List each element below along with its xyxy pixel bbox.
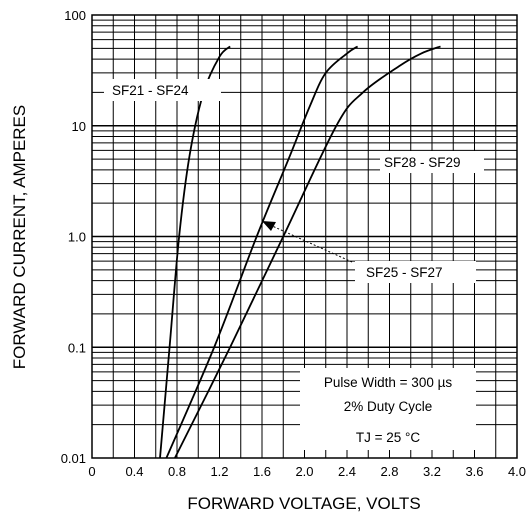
x-tick-label: 1.6 (253, 464, 271, 479)
x-tick-label: 4.0 (508, 464, 526, 479)
note-tj: TJ = 25 °C (356, 430, 421, 445)
leader-arrowhead (262, 221, 276, 231)
leader-line (270, 225, 352, 262)
x-tick-label: 3.2 (423, 464, 441, 479)
x-tick-label: 2.4 (338, 464, 356, 479)
y-tick-label: 100 (64, 8, 86, 23)
x-tick-label: 3.6 (465, 464, 483, 479)
x-tick-label: 2.0 (295, 464, 313, 479)
note-pulse-width: Pulse Width = 300 µs (324, 375, 452, 390)
y-tick-label: 10 (72, 119, 86, 134)
x-tick-label: 1.2 (210, 464, 228, 479)
series-label-sf25-sf27: SF25 - SF27 (366, 265, 443, 280)
series-label-sf21-sf24: SF21 - SF24 (112, 83, 189, 98)
y-axis-title: FORWARD CURRENT, AMPERES (10, 105, 29, 369)
x-tick-label: 2.8 (380, 464, 398, 479)
note-duty-cycle: 2% Duty Cycle (344, 399, 433, 414)
series-label-sf28-sf29: SF28 - SF29 (384, 155, 461, 170)
x-tick-label: 0.8 (168, 464, 186, 479)
x-axis-title: FORWARD VOLTAGE, VOLTS (187, 494, 420, 513)
x-tick-label: 0 (88, 464, 95, 479)
y-tick-label: 0.1 (68, 340, 86, 355)
y-tick-label: 0.01 (61, 451, 86, 466)
y-tick-label: 1.0 (68, 230, 86, 245)
x-tick-label: 0.4 (125, 464, 143, 479)
